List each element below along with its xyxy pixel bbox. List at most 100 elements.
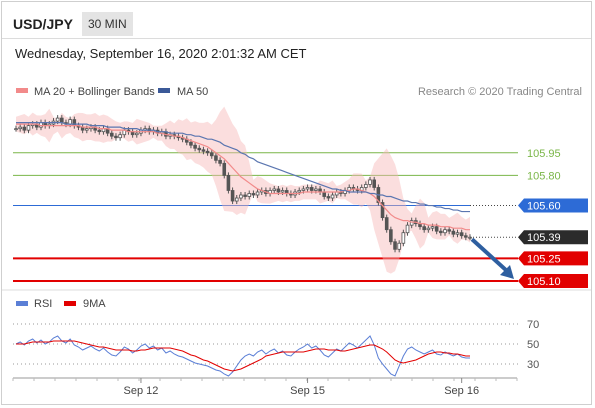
candle-body bbox=[443, 229, 447, 234]
candle-body bbox=[401, 232, 406, 244]
candle-body bbox=[426, 227, 431, 231]
candle-body bbox=[326, 196, 331, 199]
rsi-ma-line bbox=[16, 340, 470, 372]
header-divider bbox=[2, 38, 591, 39]
candle-body bbox=[405, 224, 410, 234]
candle-body bbox=[214, 155, 218, 161]
price-tag-label-4: 105.10 bbox=[527, 276, 561, 288]
candle-body bbox=[301, 188, 306, 191]
bollinger-band-area bbox=[16, 106, 470, 274]
x-tick-label-2: Sep 16 bbox=[444, 385, 479, 397]
bollinger-band bbox=[16, 106, 470, 274]
legend-label-ma20: MA 20 + Bollinger Bands bbox=[34, 86, 155, 98]
candle-body bbox=[364, 184, 368, 188]
candle-body bbox=[255, 191, 260, 196]
legend-swatch-ma20 bbox=[16, 88, 28, 93]
rsi-panel: 70 50 30 bbox=[13, 319, 539, 377]
legend-swatch-9ma bbox=[64, 301, 76, 306]
level-lines bbox=[13, 152, 518, 282]
chart-datetime: Wednesday, September 16, 2020 2:01:32 AM… bbox=[15, 46, 307, 61]
candle-body bbox=[309, 187, 314, 191]
candle-body bbox=[72, 119, 77, 127]
ma50-line bbox=[16, 122, 470, 213]
candle-body bbox=[322, 191, 327, 197]
price-tags: 105.95 105.80 105.60 105.25 105.10 105.39 bbox=[470, 148, 588, 288]
level-label-1: 105.80 bbox=[527, 170, 561, 182]
candle-body bbox=[209, 152, 214, 157]
candle-body bbox=[297, 190, 302, 193]
candle-body bbox=[389, 229, 393, 243]
candle-body bbox=[118, 134, 122, 139]
rsi-tick-label-70: 70 bbox=[527, 319, 539, 331]
candle-body bbox=[134, 132, 139, 136]
candle-body bbox=[409, 220, 414, 226]
candle-body bbox=[305, 187, 310, 190]
candle-body bbox=[218, 159, 222, 164]
candle-body bbox=[222, 162, 227, 176]
x-tick-label-1: Sep 15 bbox=[290, 385, 325, 397]
candle-body bbox=[85, 128, 89, 131]
candle-body bbox=[201, 149, 206, 152]
rsi-tick-label-30: 30 bbox=[527, 359, 539, 371]
candle-body bbox=[97, 129, 102, 133]
candle-body bbox=[422, 226, 426, 231]
forecast-arrow-head bbox=[500, 264, 514, 279]
candle-body bbox=[18, 126, 22, 130]
candle-body bbox=[464, 235, 468, 238]
level-label-0: 105.95 bbox=[527, 148, 561, 160]
price-tag-bg-4 bbox=[518, 273, 588, 288]
candle-body bbox=[372, 179, 377, 188]
legend-label-ma50: MA 50 bbox=[177, 86, 208, 98]
candle-body bbox=[384, 217, 389, 231]
price-tag-bg-5 bbox=[518, 230, 588, 245]
candle-body bbox=[447, 229, 451, 232]
candle-body bbox=[380, 202, 385, 219]
price-tag-bg-2 bbox=[518, 198, 588, 213]
candle-body bbox=[455, 232, 460, 235]
candle-body bbox=[330, 194, 335, 199]
legend-swatch-ma50 bbox=[158, 88, 170, 93]
candle-body bbox=[205, 150, 210, 154]
rsi-tick-label-50: 50 bbox=[527, 339, 539, 351]
research-credit: Research © 2020 Trading Central bbox=[418, 86, 582, 98]
price-tag-label-5: 105.39 bbox=[527, 232, 561, 244]
candle-body bbox=[243, 194, 247, 197]
candle-body bbox=[247, 193, 252, 197]
price-tag-label-2: 105.60 bbox=[527, 201, 561, 213]
candle-body bbox=[430, 226, 435, 229]
candle-body bbox=[26, 125, 31, 131]
currency-pair-title: USD/JPY bbox=[13, 16, 73, 32]
price-tag-bg-3 bbox=[518, 251, 588, 266]
candle-body bbox=[251, 193, 256, 196]
candle-body bbox=[197, 147, 202, 151]
legend-label-rsi: RSI bbox=[34, 298, 52, 310]
legend-swatch-rsi bbox=[16, 301, 28, 306]
candle-body bbox=[280, 190, 285, 193]
forecast-arrow-shaft bbox=[470, 237, 510, 274]
candle-body bbox=[439, 230, 443, 234]
timeframe-badge[interactable]: 30 MIN bbox=[82, 12, 133, 36]
candle-body bbox=[459, 232, 464, 237]
moving-averages bbox=[16, 122, 514, 279]
candle-body bbox=[68, 119, 72, 125]
candle-body bbox=[239, 194, 243, 199]
candle-body bbox=[314, 188, 318, 191]
candle-body bbox=[230, 190, 235, 202]
ma20-line bbox=[16, 123, 470, 231]
candle-body bbox=[55, 117, 60, 122]
candle-body bbox=[451, 230, 456, 235]
candle-body bbox=[234, 197, 239, 202]
rsi-line bbox=[15, 335, 470, 377]
candle-body bbox=[189, 141, 193, 146]
candle-body bbox=[434, 226, 439, 232]
candle-body bbox=[114, 135, 118, 139]
candle-body bbox=[368, 179, 372, 185]
candle-body bbox=[109, 132, 114, 137]
candle-body bbox=[393, 241, 397, 250]
candle-body bbox=[276, 188, 281, 193]
candle-body bbox=[226, 174, 231, 191]
candle-body bbox=[193, 144, 197, 149]
price-tag-label-3: 105.25 bbox=[527, 253, 561, 265]
